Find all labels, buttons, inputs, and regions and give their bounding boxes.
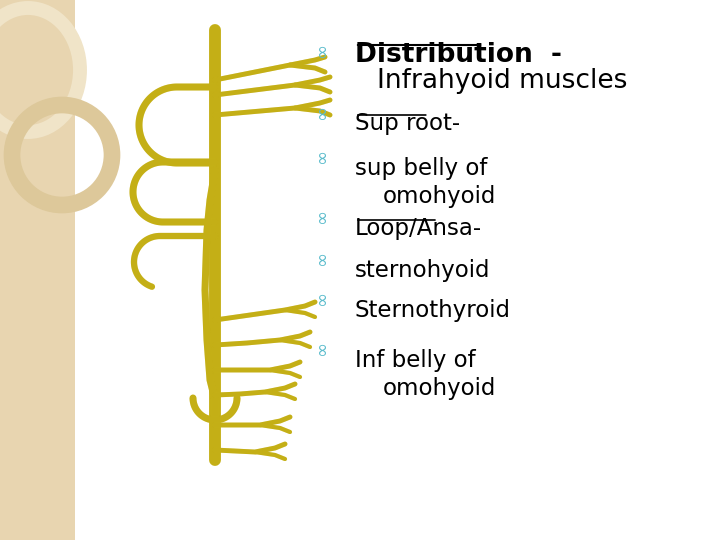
Text: ∞: ∞ bbox=[313, 341, 331, 356]
Text: ∞: ∞ bbox=[313, 150, 331, 165]
Text: Loop/Ansa-: Loop/Ansa- bbox=[355, 217, 482, 240]
Text: ∞: ∞ bbox=[313, 43, 331, 57]
Text: omohyoid: omohyoid bbox=[383, 185, 496, 208]
Text: omohyoid: omohyoid bbox=[383, 377, 496, 400]
Text: Sternothyroid: Sternothyroid bbox=[355, 299, 511, 322]
Text: Distribution  -: Distribution - bbox=[355, 42, 562, 68]
Text: ∞: ∞ bbox=[313, 210, 331, 225]
Text: sternohyoid: sternohyoid bbox=[355, 259, 490, 282]
Text: ∞: ∞ bbox=[313, 252, 331, 267]
Text: Infrahyoid muscles: Infrahyoid muscles bbox=[377, 68, 627, 94]
Text: ∞: ∞ bbox=[313, 105, 331, 119]
Bar bbox=[0, 0, 75, 540]
Text: ∞: ∞ bbox=[313, 292, 331, 307]
Text: Sup root-: Sup root- bbox=[355, 112, 460, 135]
Text: Inf belly of: Inf belly of bbox=[355, 349, 476, 372]
Text: sup belly of: sup belly of bbox=[355, 157, 487, 180]
